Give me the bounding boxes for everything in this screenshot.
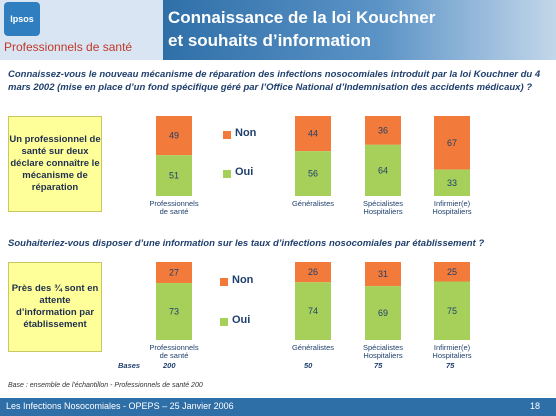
category-label: Spécialistes	[363, 343, 403, 352]
legend-non-label-1: Non	[235, 127, 257, 139]
legend-oui-label-2: Oui	[232, 314, 251, 326]
data-label-oui: 56	[308, 169, 318, 179]
footer-band	[0, 398, 556, 416]
data-label-non: 44	[308, 129, 318, 139]
category-label: Hospitaliers	[363, 207, 402, 216]
category-label: Hospitaliers	[432, 207, 471, 216]
data-label-non: 36	[378, 125, 388, 135]
question-1: Connaissez-vous le nouveau mécanisme de …	[8, 69, 541, 93]
category-label: Infirmier(e)	[434, 343, 471, 352]
bar-oui	[295, 151, 331, 196]
bases-value: 50	[304, 361, 313, 370]
bases-value: 75	[446, 361, 455, 370]
category-label: Généralistes	[292, 343, 334, 352]
data-label-oui: 69	[378, 308, 388, 318]
bar-oui	[156, 283, 192, 340]
bar-non	[156, 262, 192, 284]
data-label-oui: 74	[308, 306, 318, 316]
legend-non-label-2: Non	[232, 274, 254, 286]
bar-oui	[365, 286, 401, 340]
data-label-oui: 64	[378, 165, 388, 175]
data-label-oui: 51	[169, 171, 179, 181]
question-2: Souhaiteriez-vous disposer d’une informa…	[8, 238, 485, 249]
bar-non	[156, 116, 192, 156]
page-title-line1: Connaissance de la loi Kouchner	[168, 8, 436, 27]
category-label: Généralistes	[292, 199, 334, 208]
bar-non	[365, 262, 401, 287]
data-label-oui: 33	[447, 178, 457, 188]
bar-non	[365, 116, 401, 145]
bar-oui	[434, 281, 470, 340]
category-label: de santé	[160, 207, 189, 216]
category-label: Professionnels	[149, 199, 198, 208]
callout-1-text: Un professionnel de santé sur deux décla…	[9, 134, 101, 193]
page-title-line2: et souhaits d’information	[168, 31, 372, 50]
bar-oui	[434, 169, 470, 196]
footer-text: Les Infections Nosocomiales - OPEPS – 25…	[6, 401, 234, 411]
data-label-oui: 73	[169, 307, 179, 317]
data-label-non: 27	[169, 268, 179, 278]
category-label: Professionnels	[149, 343, 198, 352]
page-number: 18	[530, 401, 541, 411]
callout-1: Un professionnel de santé sur deux décla…	[8, 116, 102, 212]
header-title-band	[163, 0, 556, 60]
legend-oui-swatch-2	[220, 318, 228, 326]
data-label-non: 49	[169, 131, 179, 141]
ipsos-logo: Ipsos	[4, 2, 40, 36]
bar-oui	[156, 155, 192, 196]
data-label-non: 25	[447, 267, 457, 277]
data-label-non: 26	[308, 267, 318, 277]
data-label-oui: 75	[447, 306, 457, 316]
bar-oui	[365, 144, 401, 196]
category-label: Hospitaliers	[432, 351, 471, 360]
callout-2: Près des ¾ sont en attente d’information…	[8, 262, 102, 352]
data-label-non: 31	[378, 269, 388, 279]
bar-non	[434, 262, 470, 282]
bases-label: Bases	[118, 361, 141, 370]
category-label: Spécialistes	[363, 199, 403, 208]
legend-oui-label-1: Oui	[235, 166, 254, 178]
bar-non	[295, 116, 331, 152]
category-label: Infirmier(e)	[434, 199, 471, 208]
bases-value: 75	[374, 361, 383, 370]
base-note: Base : ensemble de l'échantillon - Profe…	[8, 382, 203, 389]
legend-non-swatch-2	[220, 278, 228, 286]
legend-non-swatch-1	[223, 131, 231, 139]
category-label: Hospitaliers	[363, 351, 402, 360]
legend-oui-swatch-1	[223, 170, 231, 178]
bar-oui	[295, 282, 331, 340]
category-label: de santé	[160, 351, 189, 360]
bar-non	[295, 262, 331, 283]
data-label-non: 67	[447, 138, 457, 148]
header-subtitle: Professionnels de santé	[4, 40, 133, 54]
bar-non	[434, 116, 470, 170]
callout-2-text: Près des ¾ sont en attente d’information…	[11, 283, 99, 330]
bases-value: 200	[163, 361, 176, 370]
